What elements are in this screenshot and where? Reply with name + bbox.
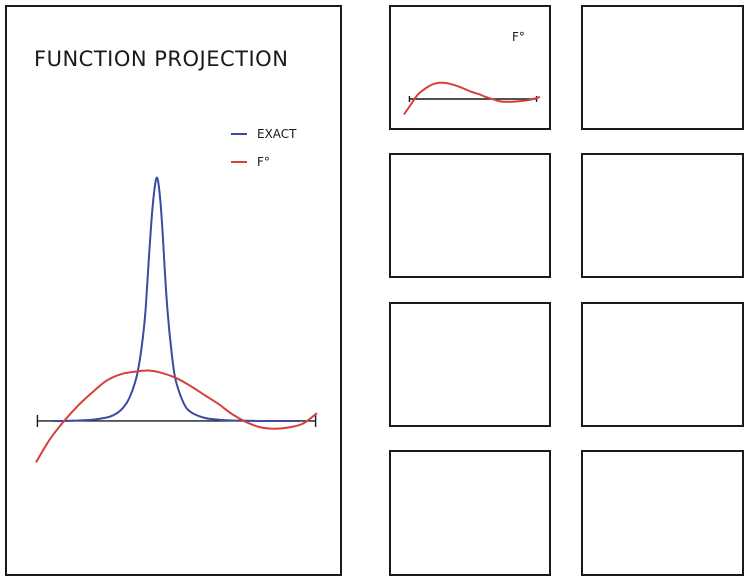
series-line-f0 [403, 81, 541, 115]
thumbnail-panel-7[interactable] [389, 450, 551, 576]
thumbnail-panel-5[interactable] [389, 302, 551, 427]
thumbnail-panel-1[interactable]: F° [389, 5, 551, 130]
thumbnail-panel-6[interactable] [581, 302, 744, 427]
thumbnail-panel-3[interactable] [389, 153, 551, 278]
thumbnail-panel-4[interactable] [581, 153, 744, 278]
main-chart-panel: FUNCTION PROJECTION EXACT F° [5, 5, 342, 576]
thumbnail-panel-2[interactable] [581, 5, 744, 130]
series-line-exact [52, 176, 301, 423]
series-line-f0 [35, 369, 318, 463]
thumbnail-chart-svg: F° [403, 30, 541, 115]
main-chart-svg: EXACT F° [35, 127, 318, 463]
legend-label-exact: EXACT [257, 127, 297, 141]
legend-label-f0: F° [257, 155, 270, 169]
thumbnail-panel-8[interactable] [581, 450, 744, 576]
thumbnail-legend-label: F° [512, 30, 525, 44]
legend: EXACT F° [231, 127, 297, 169]
chart-title: FUNCTION PROJECTION [34, 47, 289, 71]
